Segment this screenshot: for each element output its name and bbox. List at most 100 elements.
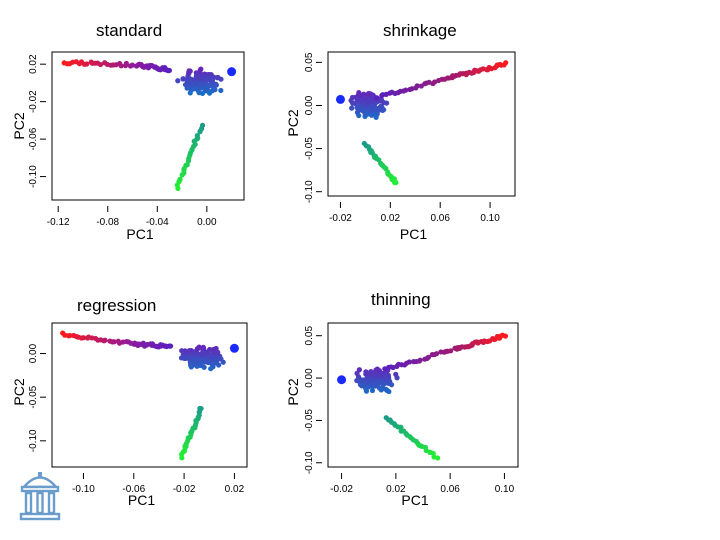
university-logo-icon <box>19 472 61 521</box>
scatter-panel-standard: -0.12 -0.08 -0.04 0.00 0.02 -0.02 -0.06 -0.10 PC… <box>11 51 245 242</box>
data-point <box>111 339 117 345</box>
x-axis-label: PC1 <box>400 226 427 242</box>
y-tick-label: -0.10 <box>28 429 39 452</box>
data-point <box>175 78 181 84</box>
scatter-panel-regression: -0.10 -0.06 -0.02 0.02 0.00 -0.05 -0.10 PC1 PC2 <box>11 322 248 508</box>
data-point <box>197 82 203 88</box>
data-point <box>97 61 104 68</box>
data-point <box>378 387 384 393</box>
y-tick-label: -0.05 <box>304 409 315 432</box>
data-point <box>215 349 221 355</box>
data-point <box>205 349 211 355</box>
y-tick-label: -0.05 <box>304 137 315 160</box>
data-point <box>374 95 380 101</box>
x-tick-label: -0.08 <box>96 217 119 228</box>
data-point <box>363 110 369 116</box>
data-point <box>363 388 370 394</box>
y-tick-label: -0.10 <box>28 165 39 188</box>
scatter-panel-shrinkage: -0.02 0.02 0.06 0.10 0.05 0.00 -0.05 -0.10 PC1 PC… <box>285 51 516 242</box>
data-point <box>218 356 224 362</box>
data-point <box>383 373 389 380</box>
data-point <box>200 75 206 81</box>
x-tick-label: 0.06 <box>430 213 450 224</box>
data-point <box>373 380 379 386</box>
data-point <box>187 79 194 85</box>
data-point <box>352 100 358 106</box>
plot-frame <box>51 51 245 201</box>
y-tick-label: 0.02 <box>28 54 39 74</box>
data-point <box>123 60 129 67</box>
data-point <box>393 371 399 377</box>
data-point <box>180 354 186 360</box>
data-point <box>196 74 202 80</box>
data-point <box>198 66 204 72</box>
data-point <box>368 112 375 118</box>
x-tick-label: -0.12 <box>47 217 70 228</box>
data-point <box>369 92 375 98</box>
data-point <box>503 60 509 66</box>
highlight-point <box>335 94 345 104</box>
data-point <box>216 362 222 368</box>
data-point <box>358 104 364 110</box>
y-tick-label: 0.05 <box>304 52 315 72</box>
y-tick-label: -0.06 <box>28 127 39 150</box>
data-point <box>182 350 189 356</box>
data-point <box>433 351 440 357</box>
y-tick-label: -0.05 <box>28 385 39 408</box>
y-axis-label: PC2 <box>11 112 27 139</box>
y-axis-label: PC2 <box>11 378 27 405</box>
data-point <box>187 90 193 96</box>
data-point <box>356 367 362 373</box>
data-point <box>202 85 208 91</box>
data-point <box>366 97 372 103</box>
data-point <box>193 358 199 364</box>
x-tick-label: -0.02 <box>330 484 353 495</box>
data-point <box>180 76 186 82</box>
data-point <box>200 344 206 350</box>
data-point <box>118 63 124 69</box>
data-point <box>190 350 197 357</box>
data-point <box>179 451 185 457</box>
data-point <box>361 381 367 387</box>
x-axis-label: PC1 <box>128 492 155 508</box>
data-point <box>205 77 211 83</box>
data-point <box>195 345 202 351</box>
data-point <box>398 424 404 430</box>
data-point <box>199 351 205 357</box>
data-point <box>206 359 212 365</box>
data-point <box>102 337 108 343</box>
data-point <box>417 357 423 363</box>
data-point <box>62 332 68 338</box>
data-point <box>218 87 224 94</box>
data-point <box>374 371 380 377</box>
data-point <box>197 129 203 135</box>
data-point <box>425 354 431 360</box>
data-point <box>354 377 360 384</box>
data-point <box>435 455 441 461</box>
data-point <box>359 97 365 103</box>
data-point <box>186 69 192 76</box>
data-point <box>366 370 372 377</box>
x-tick-label: 0.02 <box>381 213 401 224</box>
data-point <box>84 61 90 67</box>
data-point <box>186 348 193 354</box>
data-point <box>384 100 390 106</box>
data-point <box>403 87 409 93</box>
x-axis-label: PC1 <box>126 226 153 242</box>
x-axis-label: PC1 <box>401 492 428 508</box>
data-point <box>393 179 399 186</box>
data-point <box>448 348 454 354</box>
data-point <box>67 332 73 339</box>
data-point <box>208 366 214 372</box>
data-point <box>208 354 214 360</box>
data-point <box>167 343 174 349</box>
data-point <box>356 112 362 119</box>
data-point <box>81 335 87 341</box>
data-point <box>369 104 375 110</box>
x-tick-label: 0.00 <box>197 217 217 228</box>
y-axis-label: PC2 <box>285 378 301 405</box>
x-tick-label: 0.06 <box>440 484 460 495</box>
panel-title-standard: standard <box>96 21 163 40</box>
x-tick-label: 0.10 <box>495 484 515 495</box>
